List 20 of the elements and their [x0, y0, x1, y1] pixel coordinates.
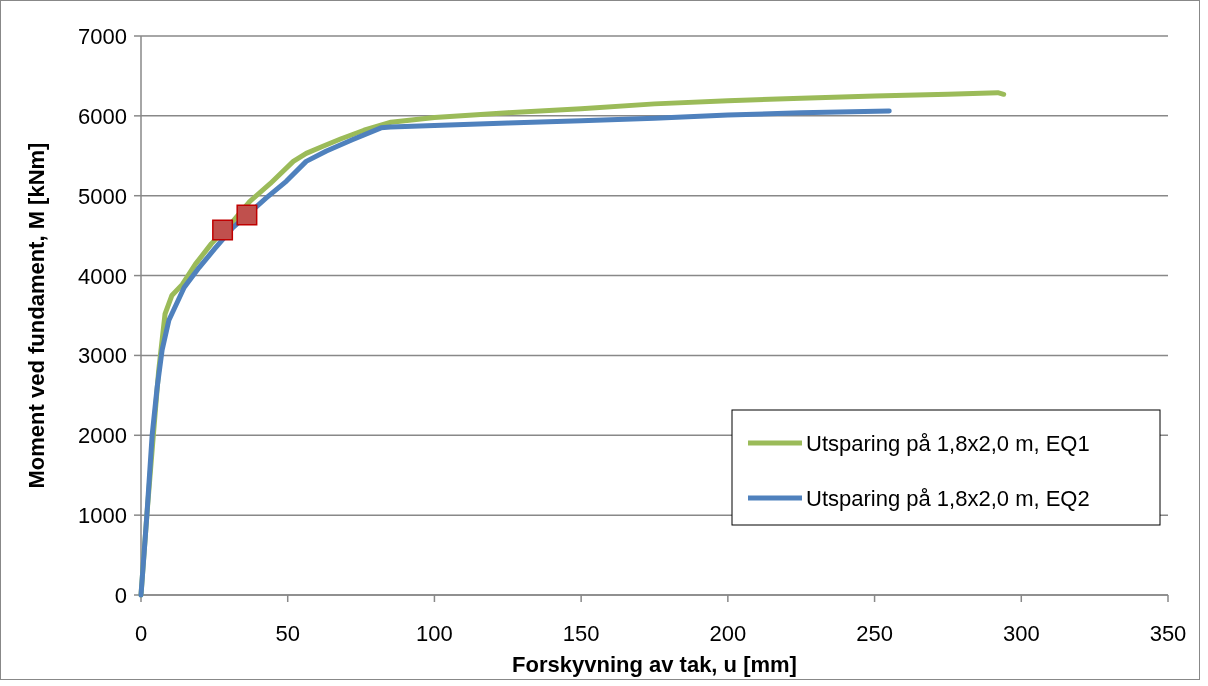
y-tick-label: 2000	[78, 423, 127, 449]
y-tick-label: 5000	[78, 183, 127, 209]
y-tick-label: 3000	[78, 343, 127, 369]
y-tick-label: 6000	[78, 103, 127, 129]
x-tick-label: 0	[134, 621, 148, 646]
y-tick-label: 7000	[78, 24, 127, 49]
legend-label: Utsparing på 1,8x2,0 m, EQ1	[806, 431, 1090, 456]
x-tick-label: 50	[275, 621, 300, 646]
y-tick-label: 1000	[78, 503, 127, 529]
x-tick-label: 100	[416, 621, 453, 646]
x-axis-title: Forskyvning av tak, u [mm]	[512, 652, 797, 677]
x-tick-label: 350	[1149, 621, 1187, 646]
x-tick-label: 200	[709, 621, 747, 646]
y-axis-title: Moment ved fundament, M [kNm]	[24, 142, 49, 489]
x-tick-label: 300	[1002, 621, 1040, 646]
x-tick-label: 150	[562, 621, 600, 646]
y-tick-label: 0	[114, 583, 127, 608]
y-tick-label: 4000	[78, 263, 127, 289]
x-tick-label: 250	[856, 621, 893, 646]
legend-label: Utsparing på 1,8x2,0 m, EQ2	[806, 486, 1090, 511]
